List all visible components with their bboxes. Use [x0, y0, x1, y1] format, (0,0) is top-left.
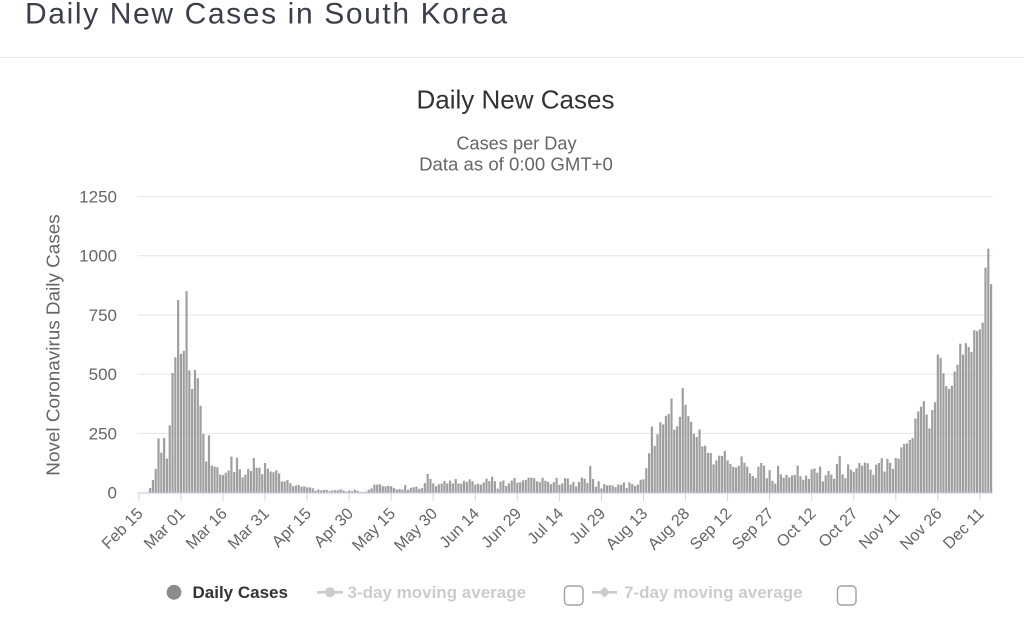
svg-text:500: 500 — [89, 365, 117, 384]
svg-text:1000: 1000 — [79, 247, 117, 266]
svg-text:Cases per Day: Cases per Day — [456, 134, 577, 154]
svg-text:750: 750 — [89, 306, 117, 325]
svg-text:0: 0 — [108, 484, 117, 503]
svg-text:7-day moving average: 7-day moving average — [624, 583, 803, 602]
svg-text:Novel Coronavirus Daily Cases: Novel Coronavirus Daily Cases — [44, 214, 65, 475]
svg-text:Daily New Cases in South Korea: Daily New Cases in South Korea — [25, 0, 509, 31]
svg-text:1250: 1250 — [79, 188, 117, 207]
svg-text:Daily New Cases: Daily New Cases — [417, 85, 615, 115]
svg-text:Data as of 0:00 GMT+0: Data as of 0:00 GMT+0 — [419, 154, 613, 175]
svg-text:Daily Cases: Daily Cases — [193, 583, 288, 602]
svg-text:250: 250 — [89, 424, 117, 443]
svg-text:3-day moving average: 3-day moving average — [348, 583, 527, 602]
